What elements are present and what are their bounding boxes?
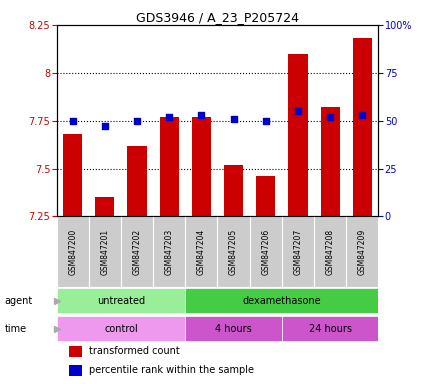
Point bbox=[230, 116, 237, 122]
Text: agent: agent bbox=[4, 296, 33, 306]
Text: GSM847201: GSM847201 bbox=[100, 228, 109, 275]
Text: dexamethasone: dexamethasone bbox=[242, 296, 320, 306]
Bar bbox=[56, 288, 185, 313]
Bar bbox=[89, 217, 121, 287]
Text: 24 hours: 24 hours bbox=[308, 323, 351, 334]
Bar bbox=[159, 117, 178, 217]
Bar bbox=[56, 316, 185, 341]
Text: control: control bbox=[104, 323, 138, 334]
Bar bbox=[352, 38, 371, 217]
Text: GSM847204: GSM847204 bbox=[197, 228, 205, 275]
Point bbox=[262, 118, 269, 124]
Bar bbox=[185, 288, 378, 313]
Text: GSM847207: GSM847207 bbox=[293, 228, 302, 275]
Bar bbox=[56, 217, 89, 287]
Point bbox=[294, 108, 301, 114]
Point bbox=[197, 112, 204, 118]
Bar bbox=[121, 217, 153, 287]
Text: transformed count: transformed count bbox=[89, 346, 179, 356]
Text: GSM847203: GSM847203 bbox=[164, 228, 173, 275]
Bar bbox=[313, 217, 345, 287]
Text: GSM847200: GSM847200 bbox=[68, 228, 77, 275]
Bar bbox=[217, 217, 249, 287]
Text: GDS3946 / A_23_P205724: GDS3946 / A_23_P205724 bbox=[136, 12, 298, 25]
Bar bbox=[224, 165, 243, 217]
Bar bbox=[288, 54, 307, 217]
Text: GSM847205: GSM847205 bbox=[229, 228, 237, 275]
Point bbox=[358, 112, 365, 118]
Bar bbox=[281, 316, 378, 341]
Bar bbox=[345, 217, 378, 287]
Text: GSM847202: GSM847202 bbox=[132, 228, 141, 275]
Bar bbox=[281, 217, 313, 287]
Bar bbox=[69, 365, 82, 376]
Text: 4 hours: 4 hours bbox=[215, 323, 251, 334]
Point bbox=[326, 114, 333, 120]
Bar bbox=[63, 134, 82, 217]
Bar bbox=[191, 117, 210, 217]
Point bbox=[69, 118, 76, 124]
Text: time: time bbox=[4, 323, 26, 334]
Point bbox=[133, 118, 140, 124]
Bar bbox=[127, 146, 146, 217]
Text: percentile rank within the sample: percentile rank within the sample bbox=[89, 365, 253, 375]
Text: untreated: untreated bbox=[97, 296, 145, 306]
Text: GSM847209: GSM847209 bbox=[357, 228, 366, 275]
Text: GSM847208: GSM847208 bbox=[325, 228, 334, 275]
Bar bbox=[185, 316, 281, 341]
Bar bbox=[69, 346, 82, 357]
Bar bbox=[249, 217, 281, 287]
Bar bbox=[320, 107, 339, 217]
Bar bbox=[256, 176, 275, 217]
Bar bbox=[95, 197, 114, 217]
Bar bbox=[153, 217, 185, 287]
Text: GSM847206: GSM847206 bbox=[261, 228, 270, 275]
Point bbox=[101, 123, 108, 129]
Point bbox=[165, 114, 172, 120]
Bar bbox=[185, 217, 217, 287]
